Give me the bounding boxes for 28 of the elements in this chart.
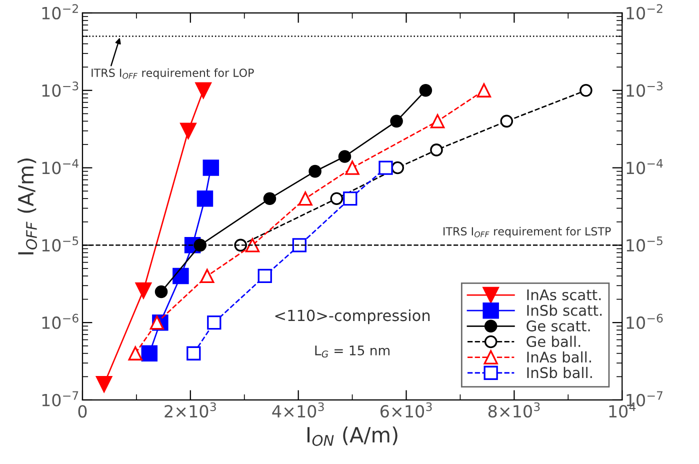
y-tick-label: 10$^{−7}$ [42,391,78,406]
legend-label: InSb scatt. [527,304,602,316]
x-tick-label: 0 [78,405,87,418]
y-axis-title: I$_{OFF}$ (A/m) [18,158,38,254]
ref-line-label: ITRS I$_{OFF}$ requirement for LOP [92,68,254,80]
y-tick-label: 10$^{−2}$ [42,4,78,20]
text: 10$^{−4}$ [626,159,663,174]
annotation: <110>-compression [275,309,430,324]
legend-label: InSb ball. [527,366,592,378]
x-tick-label: 6×10$^{3}$ [380,402,432,418]
ref-line-label: ITRS I$_{OFF}$ requirement for LSTP [444,226,611,238]
legend-label: InAs scatt. [527,289,601,300]
text: 10$^{−6}$ [626,314,663,330]
text: 10$^{−2}$ [626,4,662,20]
y-tick-label: 10$^{−5}$ [42,236,78,252]
text: 10$^{−3}$ [626,82,663,97]
x-tick-label: 4×10$^{3}$ [272,402,324,418]
x-tick-label: 8×10$^{3}$ [488,402,540,418]
legend-label: InAs ball. [527,351,591,363]
x-tick-label: 2×10$^{3}$ [164,402,216,418]
annotation: L$_{G}$ = 15 nm [315,346,390,358]
y-tick-label: 10$^{−3}$ [42,82,78,97]
text: 10$^{−5}$ [626,236,662,252]
x-axis-title: I$_{ON}$ (A/m) [307,426,398,446]
y-tick-label: 10$^{−6}$ [42,314,78,330]
legend-label: Ge ball. [526,336,580,348]
legend-label: Ge scatt. [526,320,590,332]
y-tick-label: 10$^{−4}$ [42,159,78,174]
